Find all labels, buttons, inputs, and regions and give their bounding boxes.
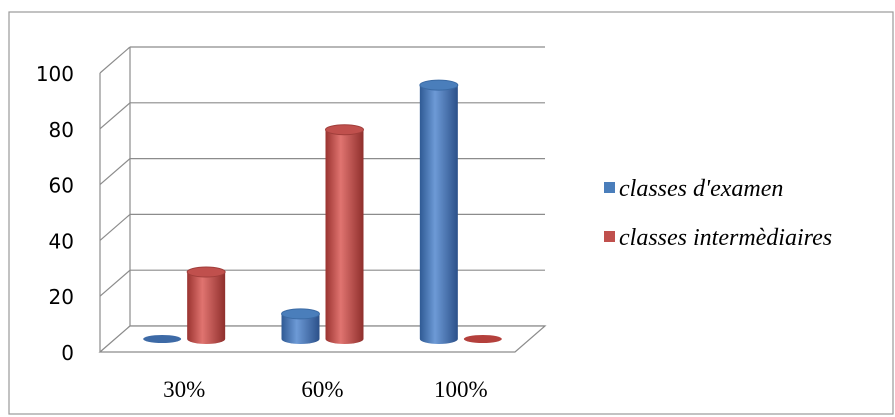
bars (143, 79, 502, 345)
y-tick-label: 100 (36, 62, 74, 86)
bar (325, 124, 364, 344)
legend: classes d'examen classes intermèdiaires (604, 176, 832, 251)
bar (281, 308, 320, 344)
y-tick-label: 80 (49, 118, 74, 142)
labels: 0 20 40 60 80 100 30% 60% 100% (36, 62, 488, 402)
y-tick-label: 40 (49, 229, 74, 253)
side-wall-line (99, 269, 131, 297)
side-wall-line (99, 213, 131, 241)
side-wall-line (99, 102, 131, 130)
side-wall-line (99, 46, 131, 74)
bar (186, 266, 226, 344)
x-tick-label: 60% (301, 377, 343, 402)
y-tick-label: 0 (61, 341, 74, 365)
bar (143, 335, 182, 343)
bar (419, 79, 459, 345)
y-tick-label: 20 (49, 285, 74, 309)
axes (98, 46, 547, 353)
legend-label: classes intermèdiaires (619, 225, 832, 251)
bar (463, 335, 502, 343)
side-wall-line (99, 158, 131, 186)
legend-swatch (604, 182, 615, 193)
legend-swatch (604, 231, 615, 242)
x-tick-label: 30% (163, 377, 205, 402)
y-tick-label: 60 (49, 174, 74, 198)
x-tick-label: 100% (434, 377, 488, 402)
legend-label: classes d'examen (619, 176, 783, 202)
